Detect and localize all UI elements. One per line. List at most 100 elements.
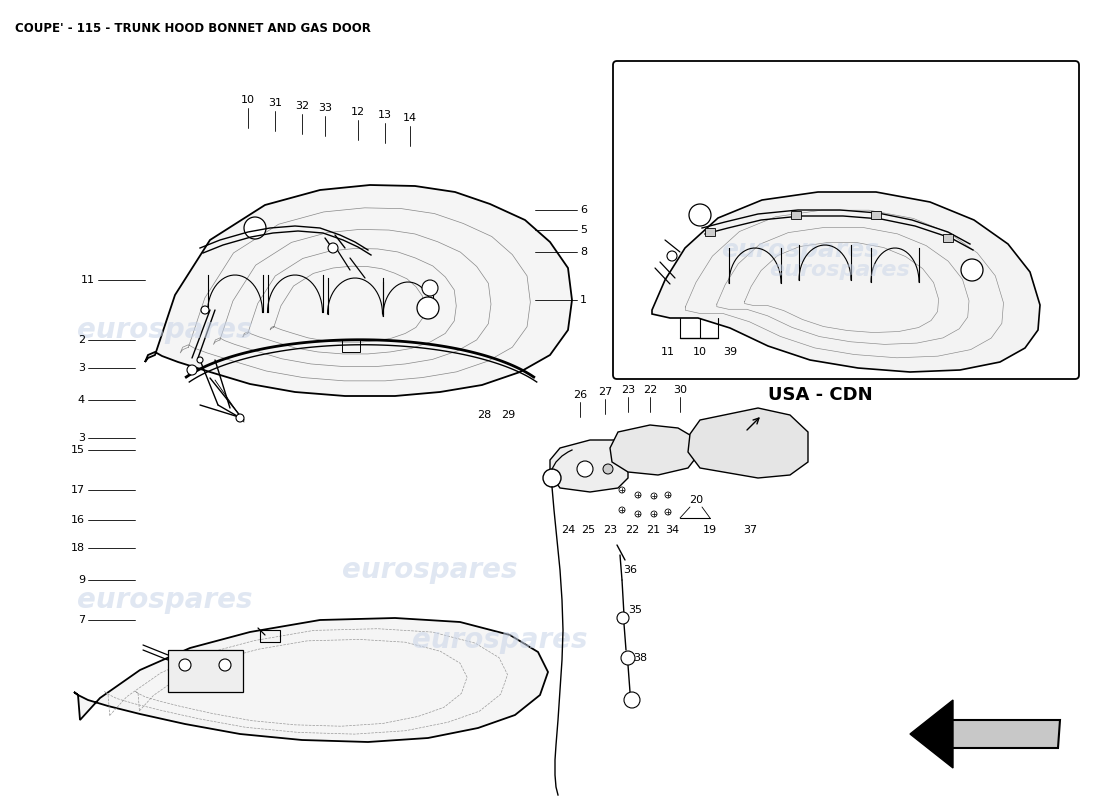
Circle shape bbox=[244, 217, 266, 239]
Text: 3: 3 bbox=[78, 433, 85, 443]
Text: 4: 4 bbox=[78, 395, 85, 405]
Text: 35: 35 bbox=[628, 605, 642, 615]
Text: COUPE' - 115 - TRUNK HOOD BONNET AND GAS DOOR: COUPE' - 115 - TRUNK HOOD BONNET AND GAS… bbox=[15, 22, 371, 35]
Text: eurospares: eurospares bbox=[77, 316, 253, 344]
Text: 7: 7 bbox=[78, 615, 85, 625]
Text: 17: 17 bbox=[70, 485, 85, 495]
Circle shape bbox=[236, 414, 244, 422]
Text: eurospares: eurospares bbox=[720, 238, 879, 262]
Text: 37: 37 bbox=[742, 525, 757, 535]
Circle shape bbox=[624, 692, 640, 708]
Text: 11: 11 bbox=[661, 347, 675, 357]
Text: 18: 18 bbox=[70, 543, 85, 553]
Polygon shape bbox=[74, 618, 548, 742]
Text: 12: 12 bbox=[351, 107, 365, 117]
Bar bbox=[791, 211, 801, 219]
Circle shape bbox=[179, 659, 191, 671]
Text: 30: 30 bbox=[673, 385, 688, 395]
Circle shape bbox=[635, 511, 641, 517]
Polygon shape bbox=[948, 720, 1060, 748]
Text: 10: 10 bbox=[693, 347, 707, 357]
Text: 34: 34 bbox=[664, 525, 679, 535]
Text: 19: 19 bbox=[703, 525, 717, 535]
Text: 39: 39 bbox=[723, 347, 737, 357]
Text: 11: 11 bbox=[81, 275, 95, 285]
Text: A: A bbox=[427, 283, 433, 293]
Circle shape bbox=[422, 280, 438, 296]
Polygon shape bbox=[550, 440, 628, 492]
Text: A: A bbox=[425, 303, 431, 313]
Circle shape bbox=[603, 464, 613, 474]
Bar bbox=[705, 228, 715, 236]
Bar bbox=[871, 211, 881, 219]
Circle shape bbox=[417, 297, 439, 319]
Text: 5: 5 bbox=[580, 225, 587, 235]
Text: 21: 21 bbox=[646, 525, 660, 535]
Circle shape bbox=[961, 259, 983, 281]
Text: 14: 14 bbox=[403, 113, 417, 123]
Circle shape bbox=[635, 492, 641, 498]
Text: 36: 36 bbox=[623, 565, 637, 575]
Text: 20: 20 bbox=[689, 495, 703, 505]
Text: 3: 3 bbox=[78, 363, 85, 373]
Text: 1: 1 bbox=[580, 295, 587, 305]
Text: A: A bbox=[696, 210, 703, 220]
Text: 15: 15 bbox=[72, 445, 85, 455]
Circle shape bbox=[666, 509, 671, 515]
Text: 13: 13 bbox=[378, 110, 392, 120]
Text: 22: 22 bbox=[625, 525, 639, 535]
Text: 38: 38 bbox=[632, 653, 647, 663]
Text: 31: 31 bbox=[268, 98, 282, 108]
Text: 33: 33 bbox=[318, 103, 332, 113]
Text: 23: 23 bbox=[620, 385, 635, 395]
Circle shape bbox=[651, 493, 657, 499]
Text: 29: 29 bbox=[500, 410, 515, 420]
Circle shape bbox=[617, 612, 629, 624]
Text: eurospares: eurospares bbox=[342, 556, 518, 584]
Text: 23: 23 bbox=[603, 525, 617, 535]
Text: eurospares: eurospares bbox=[770, 260, 911, 280]
Polygon shape bbox=[910, 700, 953, 768]
Text: USA - CDN: USA - CDN bbox=[768, 386, 872, 404]
Text: 9: 9 bbox=[78, 575, 85, 585]
Circle shape bbox=[187, 365, 197, 375]
Text: eurospares: eurospares bbox=[77, 586, 253, 614]
Text: 32: 32 bbox=[295, 101, 309, 111]
Circle shape bbox=[578, 461, 593, 477]
Bar bbox=[260, 630, 280, 642]
Bar bbox=[943, 234, 953, 242]
Circle shape bbox=[197, 357, 204, 363]
Text: 16: 16 bbox=[72, 515, 85, 525]
Bar bbox=[168, 650, 243, 692]
Bar bbox=[342, 340, 360, 352]
Circle shape bbox=[651, 511, 657, 517]
Circle shape bbox=[219, 659, 231, 671]
Circle shape bbox=[543, 469, 561, 487]
Text: A: A bbox=[969, 265, 976, 275]
Text: 26: 26 bbox=[573, 390, 587, 400]
Circle shape bbox=[619, 507, 625, 513]
Text: 27: 27 bbox=[598, 387, 612, 397]
Text: A: A bbox=[252, 223, 258, 233]
Circle shape bbox=[328, 243, 338, 253]
Circle shape bbox=[621, 651, 635, 665]
Text: eurospares: eurospares bbox=[412, 626, 587, 654]
Circle shape bbox=[666, 492, 671, 498]
Circle shape bbox=[689, 204, 711, 226]
FancyBboxPatch shape bbox=[613, 61, 1079, 379]
Text: 22: 22 bbox=[642, 385, 657, 395]
Text: 28: 28 bbox=[477, 410, 491, 420]
Polygon shape bbox=[610, 425, 698, 475]
Text: 24: 24 bbox=[561, 525, 575, 535]
Text: 10: 10 bbox=[241, 95, 255, 105]
Text: 8: 8 bbox=[580, 247, 587, 257]
Text: 2: 2 bbox=[78, 335, 85, 345]
Text: 25: 25 bbox=[581, 525, 595, 535]
Polygon shape bbox=[688, 408, 808, 478]
Polygon shape bbox=[652, 192, 1040, 372]
Text: 6: 6 bbox=[580, 205, 587, 215]
Circle shape bbox=[667, 251, 676, 261]
Circle shape bbox=[619, 487, 625, 493]
Circle shape bbox=[201, 306, 209, 314]
Polygon shape bbox=[145, 185, 572, 396]
